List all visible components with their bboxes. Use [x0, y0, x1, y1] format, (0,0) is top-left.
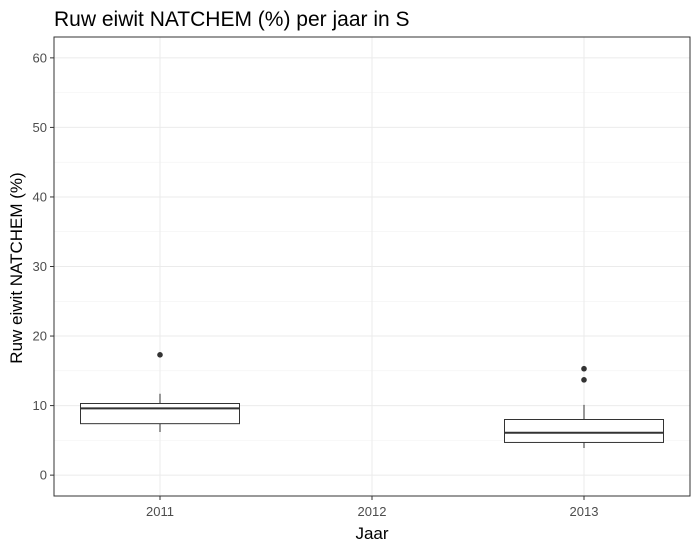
outlier-point [157, 352, 163, 358]
y-tick-label: 0 [40, 468, 47, 483]
x-tick-label: 2013 [570, 504, 599, 519]
box-2013 [504, 365, 664, 449]
y-tick-label: 10 [33, 398, 47, 413]
y-axis: 0 10 20 30 40 50 60 [33, 50, 54, 483]
y-tick-label: 60 [33, 50, 47, 65]
boxes [80, 352, 664, 449]
x-tick-label: 2011 [146, 504, 174, 519]
chart-title: Ruw eiwit NATCHEM (%) per jaar in S [54, 8, 410, 31]
y-tick-label: 50 [33, 120, 47, 135]
y-tick-label: 30 [33, 259, 47, 274]
x-axis: 2011 2012 2013 [146, 496, 598, 519]
y-axis-title: Ruw eiwit NATCHEM (%) [7, 172, 26, 363]
y-tick-label: 40 [33, 189, 47, 204]
box-2011 [80, 352, 240, 433]
x-tick-label: 2012 [358, 504, 387, 519]
outlier-point [581, 365, 587, 372]
x-axis-title: Jaar [355, 524, 388, 543]
box-body [80, 403, 240, 425]
outlier-point [581, 377, 587, 383]
y-tick-label: 20 [33, 329, 47, 344]
box-body [504, 419, 664, 443]
